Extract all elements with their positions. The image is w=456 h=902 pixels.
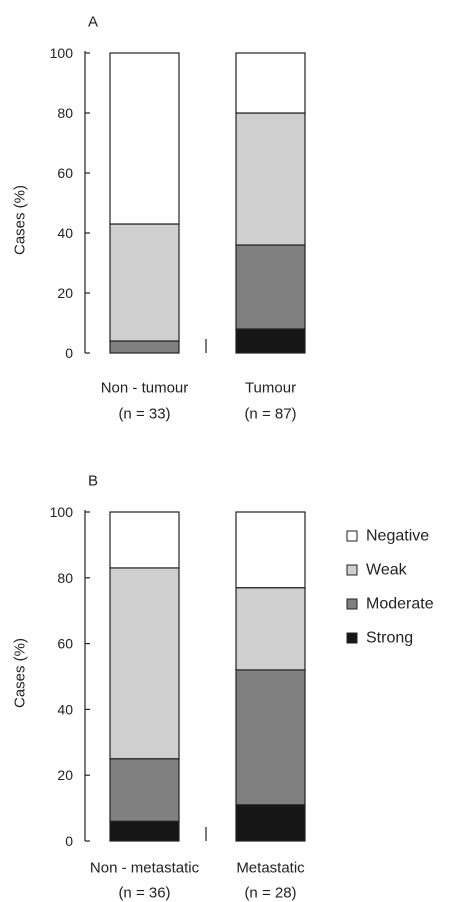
panel-b-bar-segment-weak	[109, 567, 180, 760]
panel-b-bar-segment-weak	[235, 587, 306, 671]
panel-b-bar-segment-negative	[235, 511, 306, 589]
panel-a-ytick-label: 60	[57, 165, 73, 181]
panel-a-bar-segment-strong	[235, 328, 306, 354]
panel-a-category-n: (n = 87)	[244, 406, 296, 423]
panel-a-category-label: Non - tumour	[101, 380, 189, 397]
legend-swatch-negative	[346, 530, 358, 542]
panel-a-label: A	[88, 14, 98, 31]
legend-label-negative: Negative	[366, 528, 429, 545]
panel-a-ytick-label: 0	[65, 345, 73, 361]
panel-a-category-label: Tumour	[245, 380, 296, 397]
legend-swatch-moderate	[346, 598, 358, 610]
legend-label-weak: Weak	[366, 562, 408, 579]
panel-b-category-n: (n = 36)	[118, 885, 170, 902]
panel-a-bar-segment-negative	[235, 52, 306, 114]
panel-b-category-label: Metastatic	[236, 860, 305, 877]
panel-b-bar-segment-moderate	[109, 758, 180, 822]
panel-a-bar-segment-moderate	[235, 244, 306, 330]
panel-b-category-n: (n = 28)	[244, 885, 296, 902]
panel-b-ytick-label: 80	[57, 570, 73, 586]
panel-b-bar-segment-moderate	[235, 669, 306, 806]
legend-label-strong: Strong	[366, 630, 413, 647]
panel-b-bar-segment-negative	[109, 511, 180, 569]
panel-a-ytick-label: 40	[57, 225, 73, 241]
panel-a-ylabel: Cases (%)	[12, 185, 29, 255]
panel-a-bar-segment-negative	[109, 52, 180, 225]
panel-b-ytick-label: 60	[57, 636, 73, 652]
panel-b-ytick-label: 0	[65, 833, 73, 849]
legend-swatch-strong	[346, 632, 358, 644]
panel-a-ytick-label: 20	[57, 285, 73, 301]
panel-a-bar-segment-weak	[109, 223, 180, 342]
panel-b-bar-segment-strong	[109, 820, 180, 842]
panel-a-category-n: (n = 33)	[118, 406, 170, 423]
panel-a-ytick-label: 80	[57, 105, 73, 121]
panel-b-bar-segment-strong	[235, 804, 306, 842]
panel-a-bar-segment-moderate	[109, 340, 180, 354]
panel-a-ytick-label: 100	[50, 45, 74, 61]
legend-label-moderate: Moderate	[366, 596, 434, 613]
panel-a-bar-segment-weak	[235, 112, 306, 246]
panel-b-ytick-label: 40	[57, 701, 73, 717]
panel-b-category-label: Non - metastatic	[90, 860, 200, 877]
legend-swatch-weak	[346, 564, 358, 576]
panel-b-ylabel: Cases (%)	[12, 638, 29, 708]
panel-b-ytick-label: 100	[50, 504, 74, 520]
panel-b-ytick-label: 20	[57, 767, 73, 783]
panel-b-label: B	[88, 473, 98, 490]
